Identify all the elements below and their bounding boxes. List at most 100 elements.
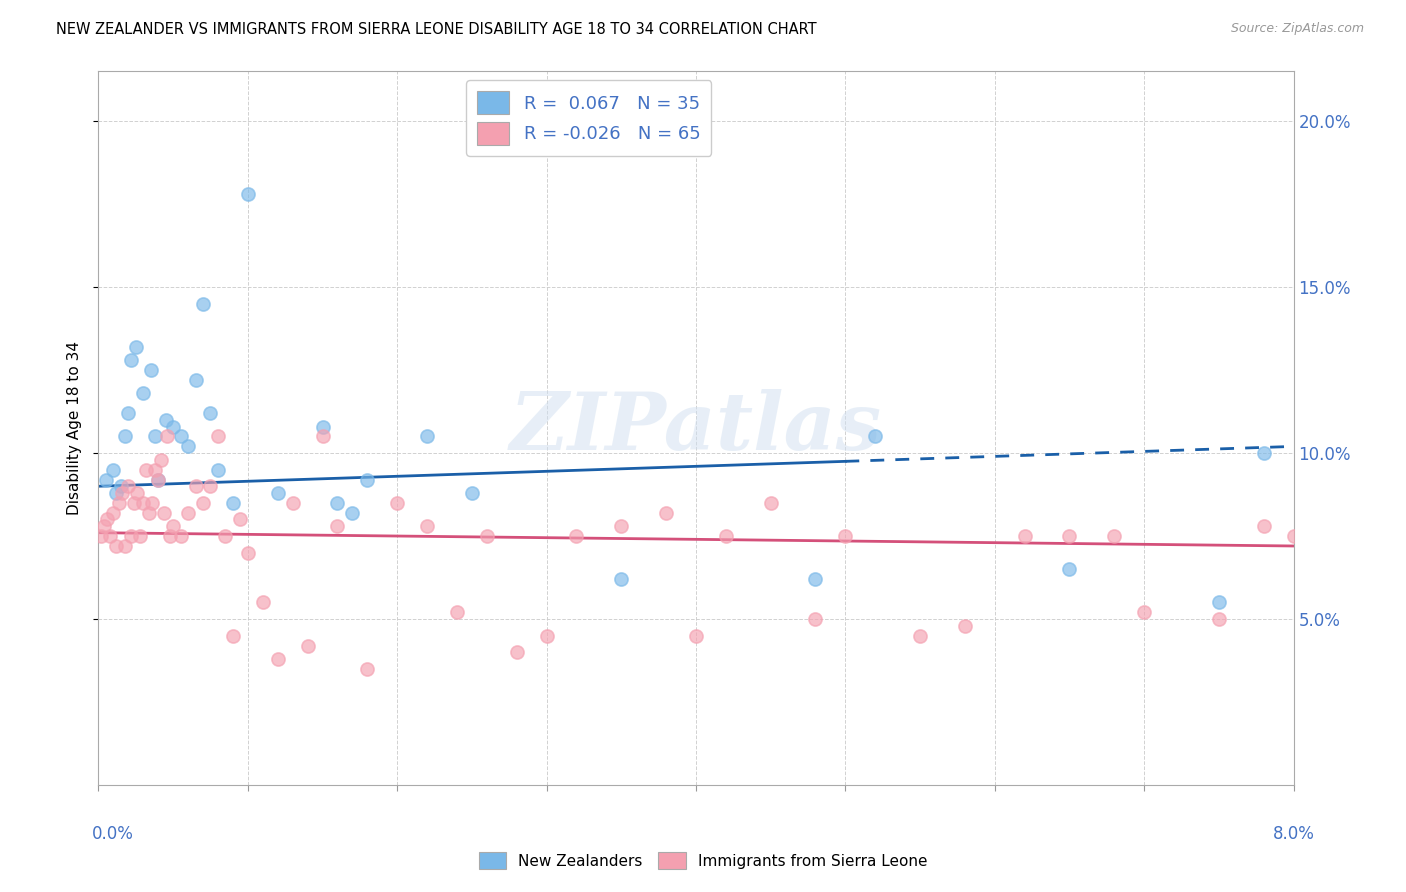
Legend: New Zealanders, Immigrants from Sierra Leone: New Zealanders, Immigrants from Sierra L… [472,846,934,875]
Point [685,629,707,643]
Point [1208,612,1230,626]
Text: 0.0%: 0.0% [91,825,134,843]
Point [132,496,155,510]
Point [111,486,134,500]
Point [222,496,245,510]
Point [834,529,856,543]
Point [1133,606,1156,620]
Point [105,486,128,500]
Point [416,519,439,533]
Text: 8.0%: 8.0% [1272,825,1315,843]
Point [117,406,139,420]
Point [446,606,468,620]
Point [953,618,976,632]
Point [536,629,558,643]
Point [139,363,162,377]
Point [1208,595,1230,609]
Point [610,572,633,586]
Point [1059,562,1081,576]
Point [311,419,333,434]
Point [214,529,236,543]
Point [191,296,214,310]
Point [461,486,484,500]
Point [610,519,633,533]
Point [184,479,207,493]
Point [120,529,142,543]
Point [207,463,229,477]
Text: Source: ZipAtlas.com: Source: ZipAtlas.com [1230,22,1364,36]
Point [148,473,170,487]
Point [125,340,148,354]
Point [342,506,364,520]
Point [110,479,132,493]
Point [141,496,163,510]
Point [908,629,931,643]
Point [207,429,229,443]
Text: NEW ZEALANDER VS IMMIGRANTS FROM SIERRA LEONE DISABILITY AGE 18 TO 34 CORRELATIO: NEW ZEALANDER VS IMMIGRANTS FROM SIERRA … [56,22,817,37]
Point [129,529,152,543]
Point [714,529,737,543]
Point [127,486,149,500]
Point [565,529,588,543]
Point [135,463,157,477]
Point [162,519,184,533]
Point [865,429,887,443]
Point [120,353,142,368]
Point [177,506,200,520]
Point [138,506,160,520]
Point [103,463,125,477]
Legend: R =  0.067   N = 35, R = -0.026   N = 65: R = 0.067 N = 35, R = -0.026 N = 65 [465,80,711,156]
Point [356,473,378,487]
Point [162,419,184,434]
Point [326,519,349,533]
Point [1282,529,1305,543]
Point [804,572,827,586]
Point [114,539,136,553]
Point [169,529,191,543]
Point [1014,529,1036,543]
Point [105,539,128,553]
Point [655,506,678,520]
Point [98,529,122,543]
Point [385,496,409,510]
Point [236,187,259,202]
Point [1059,529,1081,543]
Point [297,639,319,653]
Point [114,429,136,443]
Point [117,479,139,493]
Point [103,506,125,520]
Point [96,512,118,526]
Point [281,496,304,510]
Point [148,473,170,487]
Point [124,496,146,510]
Point [93,519,115,533]
Y-axis label: Disability Age 18 to 34: Disability Age 18 to 34 [67,341,83,516]
Point [155,413,177,427]
Point [1104,529,1126,543]
Point [143,429,166,443]
Point [267,652,290,666]
Point [416,429,439,443]
Point [90,529,112,543]
Point [1253,446,1275,460]
Point [229,512,252,526]
Point [252,595,274,609]
Point [108,496,131,510]
Point [94,473,117,487]
Point [236,546,259,560]
Point [200,479,222,493]
Point [1253,519,1275,533]
Point [804,612,827,626]
Point [267,486,290,500]
Point [150,452,173,467]
Point [356,662,378,676]
Point [191,496,214,510]
Point [143,463,166,477]
Point [132,386,155,401]
Point [153,506,176,520]
Point [200,406,222,420]
Point [184,373,207,387]
Point [506,645,529,659]
Point [159,529,181,543]
Point [169,429,191,443]
